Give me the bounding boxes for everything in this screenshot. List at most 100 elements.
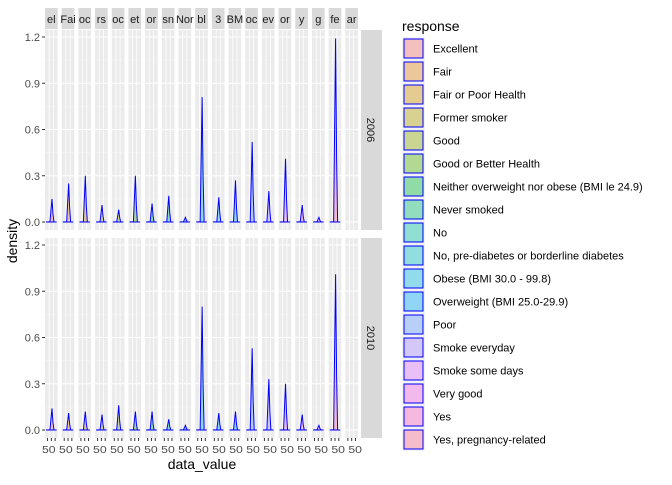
density-area <box>129 175 141 223</box>
density-area <box>96 204 107 223</box>
facet-strip-right <box>361 30 382 230</box>
legend-swatch <box>403 61 424 82</box>
facet-strip-top <box>328 8 342 29</box>
legend-key-bg <box>402 382 425 405</box>
density-area <box>196 97 207 223</box>
legend-label: Yes <box>433 412 451 424</box>
legend-label: Neither overweight nor obese (BMI le 24.… <box>433 182 643 194</box>
facet-strip-label: or <box>280 14 290 26</box>
facet-strip-label: sn <box>162 14 174 26</box>
legend-label: Fair <box>433 67 452 79</box>
y-tick-label: 0.3 <box>25 171 40 183</box>
density-area <box>329 274 341 431</box>
x-axis-tick-labels: 50 50 50 50 50 50 50 50 50 50 50 50 50 5… <box>42 445 363 456</box>
facet-strip-row-label: 2006 <box>364 118 376 142</box>
facet-strip-top <box>145 8 158 29</box>
facet-strip-label: ar <box>347 14 357 26</box>
facet-strip-label: bl <box>197 14 206 26</box>
legend-swatch <box>403 176 424 197</box>
density-area <box>62 412 74 431</box>
legend-key-bg <box>402 313 425 336</box>
legend-key-bg <box>402 129 425 152</box>
density-area <box>329 38 341 223</box>
facet-strip-top <box>61 8 75 29</box>
facet-strip-top <box>278 8 292 29</box>
legend-key-bg <box>402 336 425 359</box>
density-area <box>179 216 191 223</box>
legend-key-bg <box>402 83 425 106</box>
legend-item: Never smoked <box>402 198 504 221</box>
density-area <box>246 141 257 223</box>
facet-strip-label: Nor <box>176 14 194 26</box>
legend-item: Good <box>402 129 460 152</box>
legend-item: Yes <box>402 405 451 428</box>
density-area <box>229 411 241 431</box>
density-area <box>212 197 224 223</box>
legend-label: Smoke some days <box>433 366 524 378</box>
density-area <box>62 183 74 223</box>
legend-key-bg <box>402 37 425 60</box>
facet-strip-label: et <box>130 14 139 26</box>
facet-strip-label: BM <box>227 14 244 26</box>
facet-strip-top <box>345 8 358 29</box>
facet-column-strips: el Fai oc rs oc et or sn Nor bl 3 BM oc ev or y g fe ar <box>45 8 358 29</box>
legend: response Excellent Fair Fair or Poor Healt… <box>402 18 643 451</box>
facet-strip-label: rs <box>97 14 107 26</box>
facet-strip-top <box>245 8 258 29</box>
y-tick-label: 0.3 <box>25 379 40 391</box>
facet-strip-label: ev <box>262 14 274 26</box>
y-tick-label: 1.2 <box>25 32 40 44</box>
density-area <box>112 209 124 223</box>
legend-swatch <box>403 383 424 404</box>
density-area <box>262 191 274 223</box>
density-area <box>162 195 174 223</box>
density-area <box>279 158 291 223</box>
legend-label: Never smoked <box>433 205 504 217</box>
facet-strip-label: g <box>315 14 321 26</box>
facet-strip-right <box>361 238 382 438</box>
legend-label: Yes, pregnancy-related <box>433 435 546 447</box>
facet-strip-label: y <box>299 14 305 26</box>
legend-swatch <box>403 84 424 105</box>
legend-label: Good or Better Health <box>433 159 540 171</box>
legend-items: Excellent Fair Fair or Poor Health Former s… <box>402 37 643 451</box>
legend-label: Poor <box>433 320 457 332</box>
legend-key-bg <box>402 60 425 83</box>
facet-strip-top <box>95 8 108 29</box>
legend-label: Good <box>433 136 460 148</box>
legend-item: Excellent <box>402 37 478 60</box>
y-axes: 0.0 0.3 0.6 0.9 1.2 0.0 0.3 0.6 0.9 1.2 <box>25 32 356 441</box>
density-area <box>45 408 57 431</box>
density-area <box>246 348 257 431</box>
density-area <box>179 424 191 431</box>
legend-key-bg <box>402 175 425 198</box>
facet-strip-top <box>128 8 142 29</box>
legend-item: Obese (BMI 30.0 - 99.8) <box>402 267 551 290</box>
density-area <box>312 424 324 431</box>
density-area <box>262 379 274 431</box>
density-area <box>212 412 224 431</box>
x-axis-label: data_value <box>168 456 237 472</box>
legend-item: Fair <box>402 60 452 83</box>
legend-swatch <box>403 130 424 151</box>
y-tick-label: 0.6 <box>25 333 40 345</box>
density-area <box>279 383 291 431</box>
facet-strip-top <box>261 8 275 29</box>
facet-strip-top <box>111 8 125 29</box>
legend-label: Former smoker <box>433 113 508 125</box>
facet-panels <box>45 30 358 438</box>
density-area <box>296 204 307 223</box>
facet-strip-top <box>45 8 58 29</box>
y-tick-label: 0.0 <box>25 425 40 437</box>
y-tick-label: 0.9 <box>25 78 40 90</box>
density-area <box>196 306 207 431</box>
legend-item: Very good <box>402 382 483 405</box>
density-area <box>146 411 157 431</box>
facet-strip-top <box>228 8 242 29</box>
legend-label: Smoke everyday <box>433 343 515 355</box>
legend-item: Smoke some days <box>402 359 524 382</box>
facet-strip-row-label: 2010 <box>364 326 376 350</box>
facet-strip-top <box>311 8 325 29</box>
legend-swatch <box>403 245 424 266</box>
